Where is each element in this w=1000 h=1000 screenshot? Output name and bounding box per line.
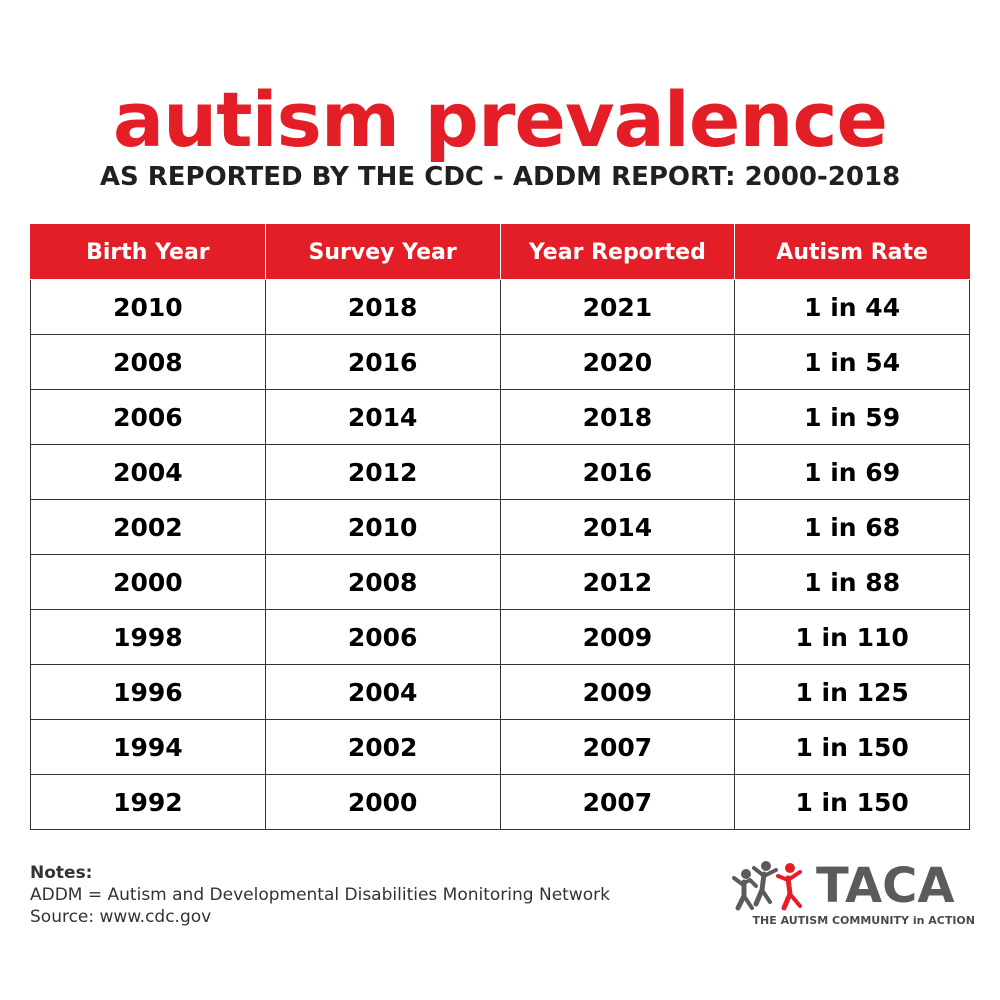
survey-year-cell: 2018 [264,279,501,335]
table-row: 2002 2010 2014 1 in 68 [30,499,970,555]
table-row: 2010 2018 2021 1 in 44 [30,279,970,335]
birth-year-cell: 1998 [30,609,266,665]
notes-section: Notes: ADDM = Autism and Developmental D… [30,862,610,928]
year-reported-cell: 2009 [499,664,736,720]
logo-tagline: THE AUTISM COMMUNITY in ACTION [752,914,975,927]
survey-year-cell: 2002 [264,719,501,775]
table-row: 2004 2012 2016 1 in 69 [30,444,970,500]
table-header-row: Birth Year Survey Year Year Reported Aut… [30,224,970,280]
birth-year-cell: 2010 [30,279,266,335]
page-title: autism prevalence [112,75,888,164]
year-reported-cell: 2007 [499,774,736,830]
people-figures-icon [732,861,802,911]
autism-rate-cell: 1 in 110 [734,609,970,665]
autism-rate-cell: 1 in 88 [734,554,970,610]
header-survey-year: Survey Year [264,224,501,280]
table-row: 1998 2006 2009 1 in 110 [30,609,970,665]
taca-logo: TACA THE AUTISM COMMUNITY in ACTION [730,858,975,938]
year-reported-cell: 2016 [499,444,736,500]
survey-year-cell: 2008 [264,554,501,610]
birth-year-cell: 1996 [30,664,266,720]
survey-year-cell: 2000 [264,774,501,830]
birth-year-cell: 2002 [30,499,266,555]
autism-rate-cell: 1 in 59 [734,389,970,445]
table-row: 2000 2008 2012 1 in 88 [30,554,970,610]
autism-rate-cell: 1 in 125 [734,664,970,720]
birth-year-cell: 2006 [30,389,266,445]
birth-year-cell: 1992 [30,774,266,830]
autism-rate-cell: 1 in 68 [734,499,970,555]
survey-year-cell: 2016 [264,334,501,390]
birth-year-cell: 2000 [30,554,266,610]
table-row: 2008 2016 2020 1 in 54 [30,334,970,390]
autism-rate-cell: 1 in 44 [734,279,970,335]
birth-year-cell: 1994 [30,719,266,775]
year-reported-cell: 2018 [499,389,736,445]
header-birth-year: Birth Year [30,224,266,280]
prevalence-table: Birth Year Survey Year Year Reported Aut… [30,224,970,830]
autism-rate-cell: 1 in 150 [734,774,970,830]
survey-year-cell: 2010 [264,499,501,555]
notes-source: Source: www.cdc.gov [30,907,212,927]
year-reported-cell: 2009 [499,609,736,665]
year-reported-cell: 2014 [499,499,736,555]
table-row: 2006 2014 2018 1 in 59 [30,389,970,445]
notes-label: Notes: [30,863,93,883]
birth-year-cell: 2004 [30,444,266,500]
survey-year-cell: 2006 [264,609,501,665]
table-row: 1992 2000 2007 1 in 150 [30,774,970,830]
survey-year-cell: 2012 [264,444,501,500]
autism-rate-cell: 1 in 54 [734,334,970,390]
survey-year-cell: 2014 [264,389,501,445]
header-autism-rate: Autism Rate [734,224,970,280]
header-year-reported: Year Reported [499,224,736,280]
autism-rate-cell: 1 in 69 [734,444,970,500]
table-row: 1994 2002 2007 1 in 150 [30,719,970,775]
survey-year-cell: 2004 [264,664,501,720]
year-reported-cell: 2020 [499,334,736,390]
year-reported-cell: 2021 [499,279,736,335]
year-reported-cell: 2012 [499,554,736,610]
birth-year-cell: 2008 [30,334,266,390]
autism-rate-cell: 1 in 150 [734,719,970,775]
page-subtitle: AS REPORTED BY THE CDC - ADDM REPORT: 20… [99,162,901,192]
notes-addm-definition: ADDM = Autism and Developmental Disabili… [30,885,610,905]
year-reported-cell: 2007 [499,719,736,775]
table-row: 1996 2004 2009 1 in 125 [30,664,970,720]
logo-wordmark: TACA [816,858,955,914]
